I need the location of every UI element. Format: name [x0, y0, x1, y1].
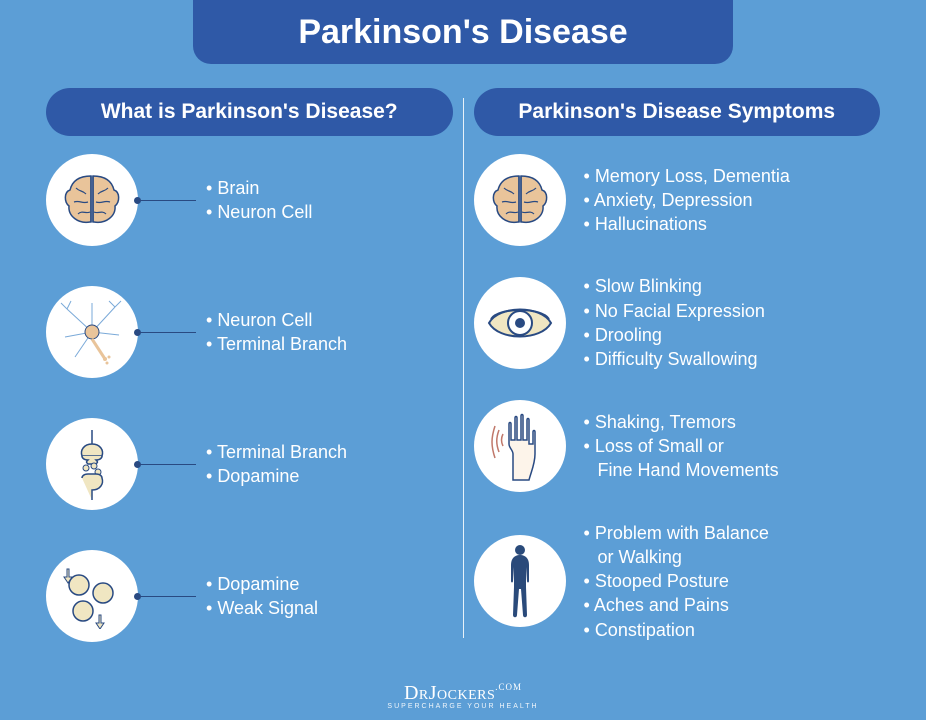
bullet-list: DopamineWeak Signal [206, 572, 318, 621]
right-column: Parkinson's Disease Symptoms Memory Loss… [464, 88, 891, 648]
bullet-item: Neuron Cell [206, 200, 312, 224]
brain-icon [60, 172, 124, 228]
brand-pre: Dr [404, 682, 429, 704]
bullet-item: Shaking, Tremors [584, 410, 779, 434]
bullet-item: Slow Blinking [584, 274, 765, 298]
bullet-item: Fine Hand Movements [584, 458, 779, 482]
info-row: DopamineWeak Signal [46, 550, 453, 642]
columns: What is Parkinson's Disease? BrainNeuron… [36, 88, 890, 648]
bullet-item: Dopamine [206, 464, 347, 488]
bullet-list: Slow BlinkingNo Facial ExpressionDroolin… [584, 274, 765, 371]
neuron-circle [46, 286, 138, 378]
bullet-item: Brain [206, 176, 312, 200]
right-header: Parkinson's Disease Symptoms [474, 88, 881, 136]
brand-tagline: SUPERCHARGE YOUR HEALTH [0, 703, 926, 710]
info-row: Neuron CellTerminal Branch [46, 286, 453, 378]
title-banner: Parkinson's Disease [193, 0, 733, 64]
left-header: What is Parkinson's Disease? [46, 88, 453, 136]
bullet-item: Problem with Balance [584, 521, 769, 545]
column-divider [463, 98, 464, 638]
info-row: Problem with Balanceor WalkingStooped Po… [474, 521, 881, 642]
bullet-item: No Facial Expression [584, 299, 765, 323]
right-row-list: Memory Loss, DementiaAnxiety, Depression… [474, 154, 881, 648]
bullet-item: Terminal Branch [206, 332, 347, 356]
bullet-list: Neuron CellTerminal Branch [206, 308, 347, 357]
eye-icon [485, 299, 555, 347]
bullet-item: Aches and Pains [584, 593, 769, 617]
infographic-page: Parkinson's Disease What is Parkinson's … [0, 0, 926, 720]
leader-line [138, 596, 196, 597]
bullet-item: Dopamine [206, 572, 318, 596]
leader-line [138, 332, 196, 333]
bullet-item: Difficulty Swallowing [584, 347, 765, 371]
info-row: Shaking, TremorsLoss of Small orFine Han… [474, 400, 881, 492]
bullet-item: Constipation [584, 618, 769, 642]
brain-circle [474, 154, 566, 246]
body-icon [505, 543, 535, 619]
bullet-item: Anxiety, Depression [584, 188, 790, 212]
brain-circle [46, 154, 138, 246]
bullet-list: Memory Loss, DementiaAnxiety, Depression… [584, 164, 790, 237]
brain-icon [488, 172, 552, 228]
bullet-list: Problem with Balanceor WalkingStooped Po… [584, 521, 769, 642]
brand-suffix: .COM [495, 682, 522, 692]
left-column: What is Parkinson's Disease? BrainNeuron… [36, 88, 463, 648]
page-title: Parkinson's Disease [298, 13, 627, 52]
hand-icon [489, 410, 551, 482]
info-row: Terminal BranchDopamine [46, 418, 453, 510]
info-row: BrainNeuron Cell [46, 154, 453, 246]
bullet-item: Loss of Small or [584, 434, 779, 458]
bullet-item: Weak Signal [206, 596, 318, 620]
bullet-list: Terminal BranchDopamine [206, 440, 347, 489]
brand-main: Jockers [429, 682, 496, 704]
left-row-list: BrainNeuron Cell Neuron CellTerminal Bra… [46, 154, 453, 648]
info-row: Slow BlinkingNo Facial ExpressionDroolin… [474, 274, 881, 371]
synapse-circle [46, 418, 138, 510]
body-circle [474, 535, 566, 627]
leader-line [138, 464, 196, 465]
footer: DrJockers.COM SUPERCHARGE YOUR HEALTH [0, 682, 926, 710]
signal-icon [59, 563, 125, 629]
bullet-item: Neuron Cell [206, 308, 347, 332]
info-row: Memory Loss, DementiaAnxiety, Depression… [474, 154, 881, 246]
bullet-item: or Walking [584, 545, 769, 569]
eye-circle [474, 277, 566, 369]
bullet-item: Memory Loss, Dementia [584, 164, 790, 188]
bullet-item: Drooling [584, 323, 765, 347]
leader-line [138, 200, 196, 201]
bullet-item: Hallucinations [584, 212, 790, 236]
signal-circle [46, 550, 138, 642]
bullet-list: BrainNeuron Cell [206, 176, 312, 225]
bullet-list: Shaking, TremorsLoss of Small orFine Han… [584, 410, 779, 483]
bullet-item: Stooped Posture [584, 569, 769, 593]
brand-logo: DrJockers.COM [0, 682, 926, 705]
bullet-item: Terminal Branch [206, 440, 347, 464]
synapse-icon [64, 428, 120, 500]
hand-circle [474, 400, 566, 492]
neuron-icon [57, 297, 127, 367]
